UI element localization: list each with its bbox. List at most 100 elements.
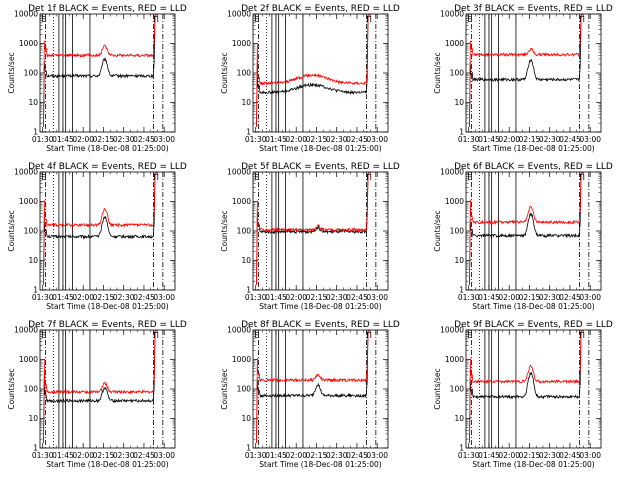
- x-tick-label: 01:30: [245, 451, 267, 460]
- x-tick-label: 01:30: [458, 451, 480, 460]
- x-tick-label: 03:00: [579, 135, 601, 144]
- y-tick-label: 100: [450, 385, 465, 394]
- x-tick-label: 01:30: [458, 135, 480, 144]
- series-lld-line: [469, 330, 583, 443]
- y-tick-label: 1: [246, 128, 251, 137]
- x-tick-label: 02:00: [285, 135, 307, 144]
- x-tick-label: 01:30: [32, 293, 54, 302]
- x-axis-label: Start Time (18-Dec-08 01:25:00): [472, 460, 594, 469]
- y-tick-label: 10: [28, 256, 38, 265]
- y-tick-label: 1: [33, 128, 38, 137]
- chart-title: Det 4f BLACK = Events, RED = LLD: [28, 162, 187, 172]
- x-axis-label: Start Time (18-Dec-08 01:25:00): [259, 302, 381, 311]
- series-events-line: [256, 14, 370, 127]
- y-tick-label: 1: [246, 286, 251, 295]
- series-events-line: [469, 330, 583, 443]
- marker-label: П: [153, 331, 159, 340]
- y-axis-label: Counts/sec: [220, 210, 229, 251]
- y-tick-label: 1: [459, 128, 464, 137]
- y-tick-label: 10: [454, 414, 464, 423]
- series-events-line: [469, 172, 583, 285]
- chart-panel-3: Det 3f BLACK = Events, RED = LLD 1 10 100 10…: [433, 4, 613, 153]
- y-tick-label: 1: [459, 286, 464, 295]
- y-tick-label: 10: [454, 98, 464, 107]
- chart-title: Det 8f BLACK = Events, RED = LLD: [241, 320, 400, 330]
- y-axis-label: Counts/sec: [433, 210, 442, 251]
- x-tick-label: 02:15: [93, 135, 115, 144]
- chart-title: Det 6f BLACK = Events, RED = LLD: [454, 162, 613, 172]
- x-tick-label: 02:00: [72, 451, 94, 460]
- y-tick-label: 10000: [440, 168, 464, 177]
- x-tick-label: 02:15: [519, 293, 541, 302]
- marker-label: П: [153, 173, 159, 182]
- x-tick-label: 02:15: [93, 293, 115, 302]
- marker-label: Б: [467, 173, 472, 182]
- x-tick-label: 01:45: [478, 135, 500, 144]
- x-tick-label: 02:00: [498, 451, 520, 460]
- chart-panel-5: Det 5f BLACK = Events, RED = LLD 1 10 100 10…: [220, 162, 400, 311]
- x-tick-label: 02:30: [326, 293, 348, 302]
- x-axis-label: Start Time (18-Dec-08 01:25:00): [472, 144, 594, 153]
- y-tick-label: 1000: [19, 39, 38, 48]
- y-tick-label: 100: [237, 227, 252, 236]
- x-tick-label: 02:00: [498, 293, 520, 302]
- marker-label: Б: [254, 331, 259, 340]
- marker-label: П: [579, 15, 585, 24]
- x-tick-label: 01:45: [265, 293, 287, 302]
- y-tick-label: 100: [24, 69, 39, 78]
- x-tick-label: 01:45: [478, 293, 500, 302]
- x-axis-label: Start Time (18-Dec-08 01:25:00): [46, 302, 168, 311]
- x-tick-label: 03:00: [153, 451, 175, 460]
- x-tick-label: 03:00: [579, 451, 601, 460]
- y-axis-label: Counts/sec: [7, 368, 16, 409]
- y-tick-label: 10000: [440, 10, 464, 19]
- y-tick-label: 100: [24, 227, 39, 236]
- marker-label: Б: [467, 15, 472, 24]
- marker-label: Б: [467, 331, 472, 340]
- chart-panel-9: Det 9f BLACK = Events, RED = LLD 1 10 100 10…: [433, 320, 613, 469]
- y-tick-label: 100: [450, 227, 465, 236]
- chart-title: Det 2f BLACK = Events, RED = LLD: [241, 4, 400, 14]
- marker-label: Б: [254, 173, 259, 182]
- y-tick-label: 100: [237, 385, 252, 394]
- series-lld-line: [256, 330, 370, 443]
- y-tick-label: 1: [459, 444, 464, 453]
- y-tick-label: 1: [33, 444, 38, 453]
- x-tick-label: 03:00: [153, 293, 175, 302]
- x-tick-label: 02:15: [93, 451, 115, 460]
- series-lld-line: [43, 330, 157, 443]
- x-tick-label: 03:00: [366, 451, 388, 460]
- x-tick-label: 01:45: [52, 293, 74, 302]
- marker-label: Б: [254, 15, 259, 24]
- x-axis-label: Start Time (18-Dec-08 01:25:00): [472, 302, 594, 311]
- y-tick-label: 10000: [227, 326, 251, 335]
- series-lld-line: [469, 172, 583, 285]
- x-tick-label: 02:30: [539, 451, 561, 460]
- x-tick-label: 03:00: [366, 293, 388, 302]
- chart-title: Det 5f BLACK = Events, RED = LLD: [241, 162, 400, 172]
- x-tick-label: 02:30: [539, 293, 561, 302]
- x-tick-label: 02:45: [133, 451, 155, 460]
- series-events-line: [469, 14, 583, 127]
- y-tick-label: 1000: [445, 39, 464, 48]
- x-tick-label: 02:00: [285, 451, 307, 460]
- y-tick-label: 10: [28, 414, 38, 423]
- y-tick-label: 10000: [14, 168, 38, 177]
- x-tick-label: 03:00: [579, 293, 601, 302]
- y-tick-label: 10: [454, 256, 464, 265]
- y-axis-label: Counts/sec: [220, 52, 229, 93]
- y-tick-label: 1: [33, 286, 38, 295]
- y-tick-label: 1000: [445, 355, 464, 364]
- y-tick-label: 10000: [227, 10, 251, 19]
- x-tick-label: 02:45: [346, 451, 368, 460]
- y-axis-label: Counts/sec: [220, 368, 229, 409]
- y-tick-label: 10: [28, 98, 38, 107]
- chart-panel-8: Det 8f BLACK = Events, RED = LLD 1 10 100 10…: [220, 320, 400, 469]
- x-tick-label: 03:00: [153, 135, 175, 144]
- x-tick-label: 02:30: [539, 135, 561, 144]
- y-axis-label: Counts/sec: [7, 52, 16, 93]
- y-tick-label: 100: [450, 69, 465, 78]
- x-tick-label: 01:30: [458, 293, 480, 302]
- y-tick-label: 1: [246, 444, 251, 453]
